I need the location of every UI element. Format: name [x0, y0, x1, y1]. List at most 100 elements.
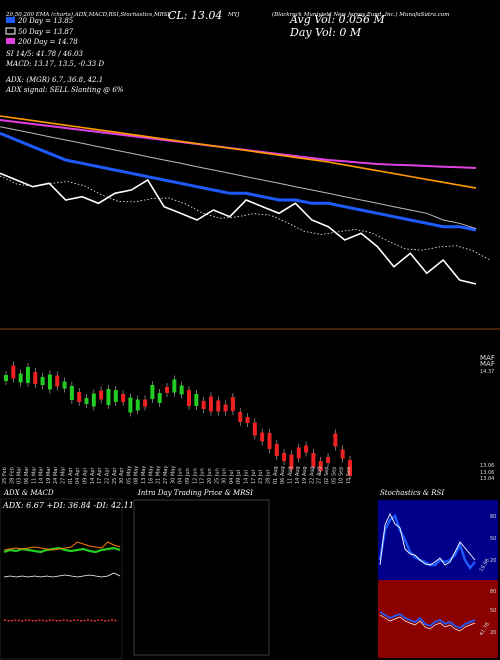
date-label: 14 Mar: [39, 466, 45, 484]
candle-body: [91, 393, 96, 407]
mrsi-signal-line: [379, 614, 476, 632]
adx-line: ADX: (MGR) 6.7, 36.8, 42.1: [5, 76, 103, 84]
date-label: 22 Apr: [104, 466, 110, 484]
macd-line: MACD: 13.17, 13.5, -0.33 D: [5, 60, 104, 68]
date-label: 11 Aug: [287, 466, 293, 484]
price-label-4: 13.04: [480, 476, 494, 482]
series-line-50-day: [0, 126, 477, 230]
candle-body: [340, 449, 345, 459]
date-label: 19 Mar: [46, 466, 52, 484]
candle-body: [33, 372, 38, 384]
adx-values: ADX: 6.67 +DI: 36.84 -DI: 42.11: [2, 501, 134, 510]
stoch-tick-80: 80: [490, 514, 496, 520]
candle-body: [179, 385, 184, 395]
intraday-panel-title: Intra Day Trading Price & MRSI: [137, 489, 253, 497]
main-price-lines: [0, 115, 491, 285]
date-label: 17 Jul: [251, 470, 257, 484]
date-label: 11 Mar: [31, 466, 37, 484]
date-label: 27 May: [163, 466, 169, 484]
date-label: 08 May: [134, 466, 140, 484]
candle-body: [172, 379, 177, 393]
chart-title: (Blackrock Muniyield New Jersey Fund, In…: [272, 11, 449, 18]
date-label: 15 Sep: [346, 467, 352, 484]
candle-body: [311, 453, 316, 467]
date-label: 01 Apr: [68, 466, 74, 484]
price-label-2: 13.06: [480, 463, 494, 469]
ma-label-1: MAF: [480, 354, 495, 362]
candle-body: [77, 392, 82, 402]
candle-body: [143, 399, 148, 407]
legend-label-ema50: 50 Day = 13.87: [18, 28, 74, 36]
date-label: 09 Jun: [185, 468, 191, 484]
candle-body: [238, 412, 243, 422]
top-line: 20,50,200 EMA (charts),ADX,MACD,RSI,Stoc…: [5, 11, 171, 18]
legend-label-ema200: 200 Day = 14.78: [17, 38, 78, 46]
candle-body: [165, 387, 170, 393]
candle-body: [11, 365, 16, 379]
avg-volume: Avg Vol: 0.056 M: [289, 13, 386, 26]
date-label: 09 Apr: [83, 466, 89, 484]
date-label: 04 Jun: [178, 468, 184, 484]
date-label: 01 Aug: [273, 466, 279, 484]
si-line: SI 14/5: 41.78 / 46.03: [6, 50, 84, 58]
ma-label-2: MAF: [480, 360, 495, 368]
close-price: CL: 13.04: [168, 9, 222, 22]
stoch-tick-20: 20: [490, 558, 496, 564]
date-label: 24 Mar: [53, 466, 59, 484]
candle-body: [69, 386, 74, 400]
date-label: 05 May: [126, 466, 132, 484]
series-line-20-day: [0, 131, 477, 232]
candle-body: [186, 390, 191, 406]
candle-body: [348, 460, 352, 476]
candle-body: [230, 397, 235, 411]
date-label: 16 May: [148, 466, 154, 484]
candle-body: [216, 400, 221, 412]
candle-body: [260, 432, 265, 442]
candle-body: [84, 398, 89, 404]
mrsi-tick-50: 50: [490, 608, 496, 614]
series-line-dotted: [0, 175, 491, 261]
candle-body: [208, 396, 213, 412]
candle-body: [245, 417, 250, 423]
date-label: 19 Aug: [302, 466, 308, 484]
candle-body: [121, 394, 126, 402]
day-volume: Day Vol: 0 M: [289, 26, 362, 39]
date-label: 12 Jun: [192, 468, 198, 484]
candle-body: [135, 399, 140, 411]
candle-body: [289, 454, 294, 470]
date-label: 30 Jun: [222, 468, 228, 484]
date-label: 02 Sep: [324, 467, 330, 484]
date-label: 22 Aug: [309, 466, 315, 484]
date-label: 17 Apr: [97, 466, 103, 484]
candle-body: [40, 377, 45, 385]
date-label: 20 Jun: [207, 468, 213, 484]
legend-swatch-ema200: [6, 38, 15, 44]
date-axis: 25 Feb 28 Feb 03 Mar 06 Mar 11 Mar 14 Mar 19 M…: [2, 466, 352, 484]
price-label-1: 14.37: [480, 369, 494, 375]
stoch-lines: [378, 512, 476, 632]
candle-body: [62, 381, 67, 389]
date-label: 06 Mar: [24, 466, 30, 484]
candle-body: [55, 375, 60, 387]
candle-body: [304, 445, 309, 453]
date-label: 03 Mar: [17, 466, 23, 484]
stoch-tick-50: 50: [490, 536, 496, 542]
date-label: 27 Mar: [61, 466, 67, 484]
adx-signal: ADX signal: SELL Slanting @ 6%: [5, 86, 124, 94]
candle-body: [25, 367, 30, 383]
date-label: 25 Feb: [2, 467, 8, 484]
date-label: 14 Aug: [295, 466, 301, 484]
stoch-d-line: [379, 512, 476, 566]
candle-body: [333, 433, 338, 447]
candle-body: [4, 375, 8, 381]
adx-panel-title: ADX & MACD: [3, 489, 54, 497]
stoch-panel-title: Stochastics & RSI: [380, 489, 444, 497]
candle-body: [157, 393, 162, 403]
adx-panel: [0, 498, 123, 660]
candle-body: [267, 433, 272, 449]
date-label: 10 Sep: [339, 467, 345, 484]
stoch-panel: [378, 500, 498, 580]
candlestick-panel: [4, 361, 352, 480]
candle-body: [318, 461, 323, 471]
stoch-k-line: [378, 514, 476, 571]
